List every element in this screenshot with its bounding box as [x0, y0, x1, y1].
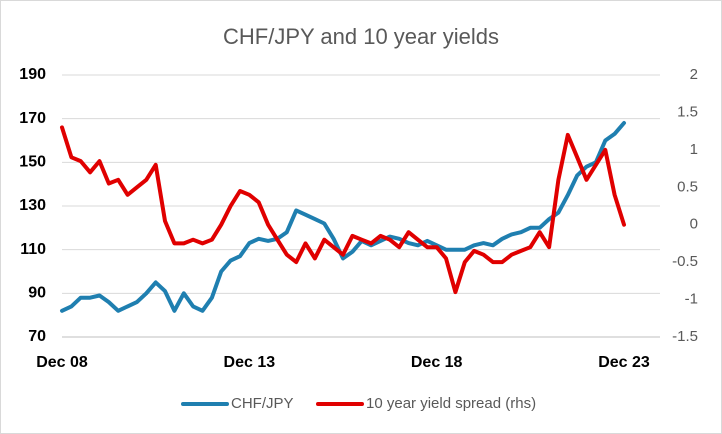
y2-tick-label: -1	[685, 291, 698, 308]
y-tick-label: 90	[28, 285, 46, 302]
legend-label: 10 year yield spread (rhs)	[366, 395, 536, 412]
legend-label: CHF/JPY	[231, 395, 294, 412]
y2-tick-label: 1	[690, 141, 698, 158]
chart-title: CHF/JPY and 10 year yields	[223, 24, 499, 49]
y-tick-label: 130	[19, 197, 46, 214]
x-tick-label: Dec 08	[36, 354, 88, 371]
y2-tick-label: 0.5	[677, 178, 698, 195]
x-tick-label: Dec 18	[411, 354, 463, 371]
series-line	[60, 125, 626, 295]
x-tick-label: Dec 23	[598, 354, 650, 371]
series-line	[60, 121, 626, 313]
y-tick-label: 110	[20, 241, 46, 258]
y2-tick-label: 1.5	[677, 103, 698, 120]
x-tick-label: Dec 13	[224, 354, 276, 371]
y2-tick-label: -1.5	[672, 328, 698, 345]
y-tick-label: 150	[19, 154, 46, 171]
y-tick-label: 190	[19, 66, 46, 83]
y-tick-label: 70	[28, 328, 46, 345]
y-tick-label: 170	[19, 110, 46, 127]
y2-tick-label: -0.5	[672, 253, 698, 270]
y2-tick-label: 0	[690, 216, 698, 233]
y2-tick-label: 2	[690, 66, 698, 83]
